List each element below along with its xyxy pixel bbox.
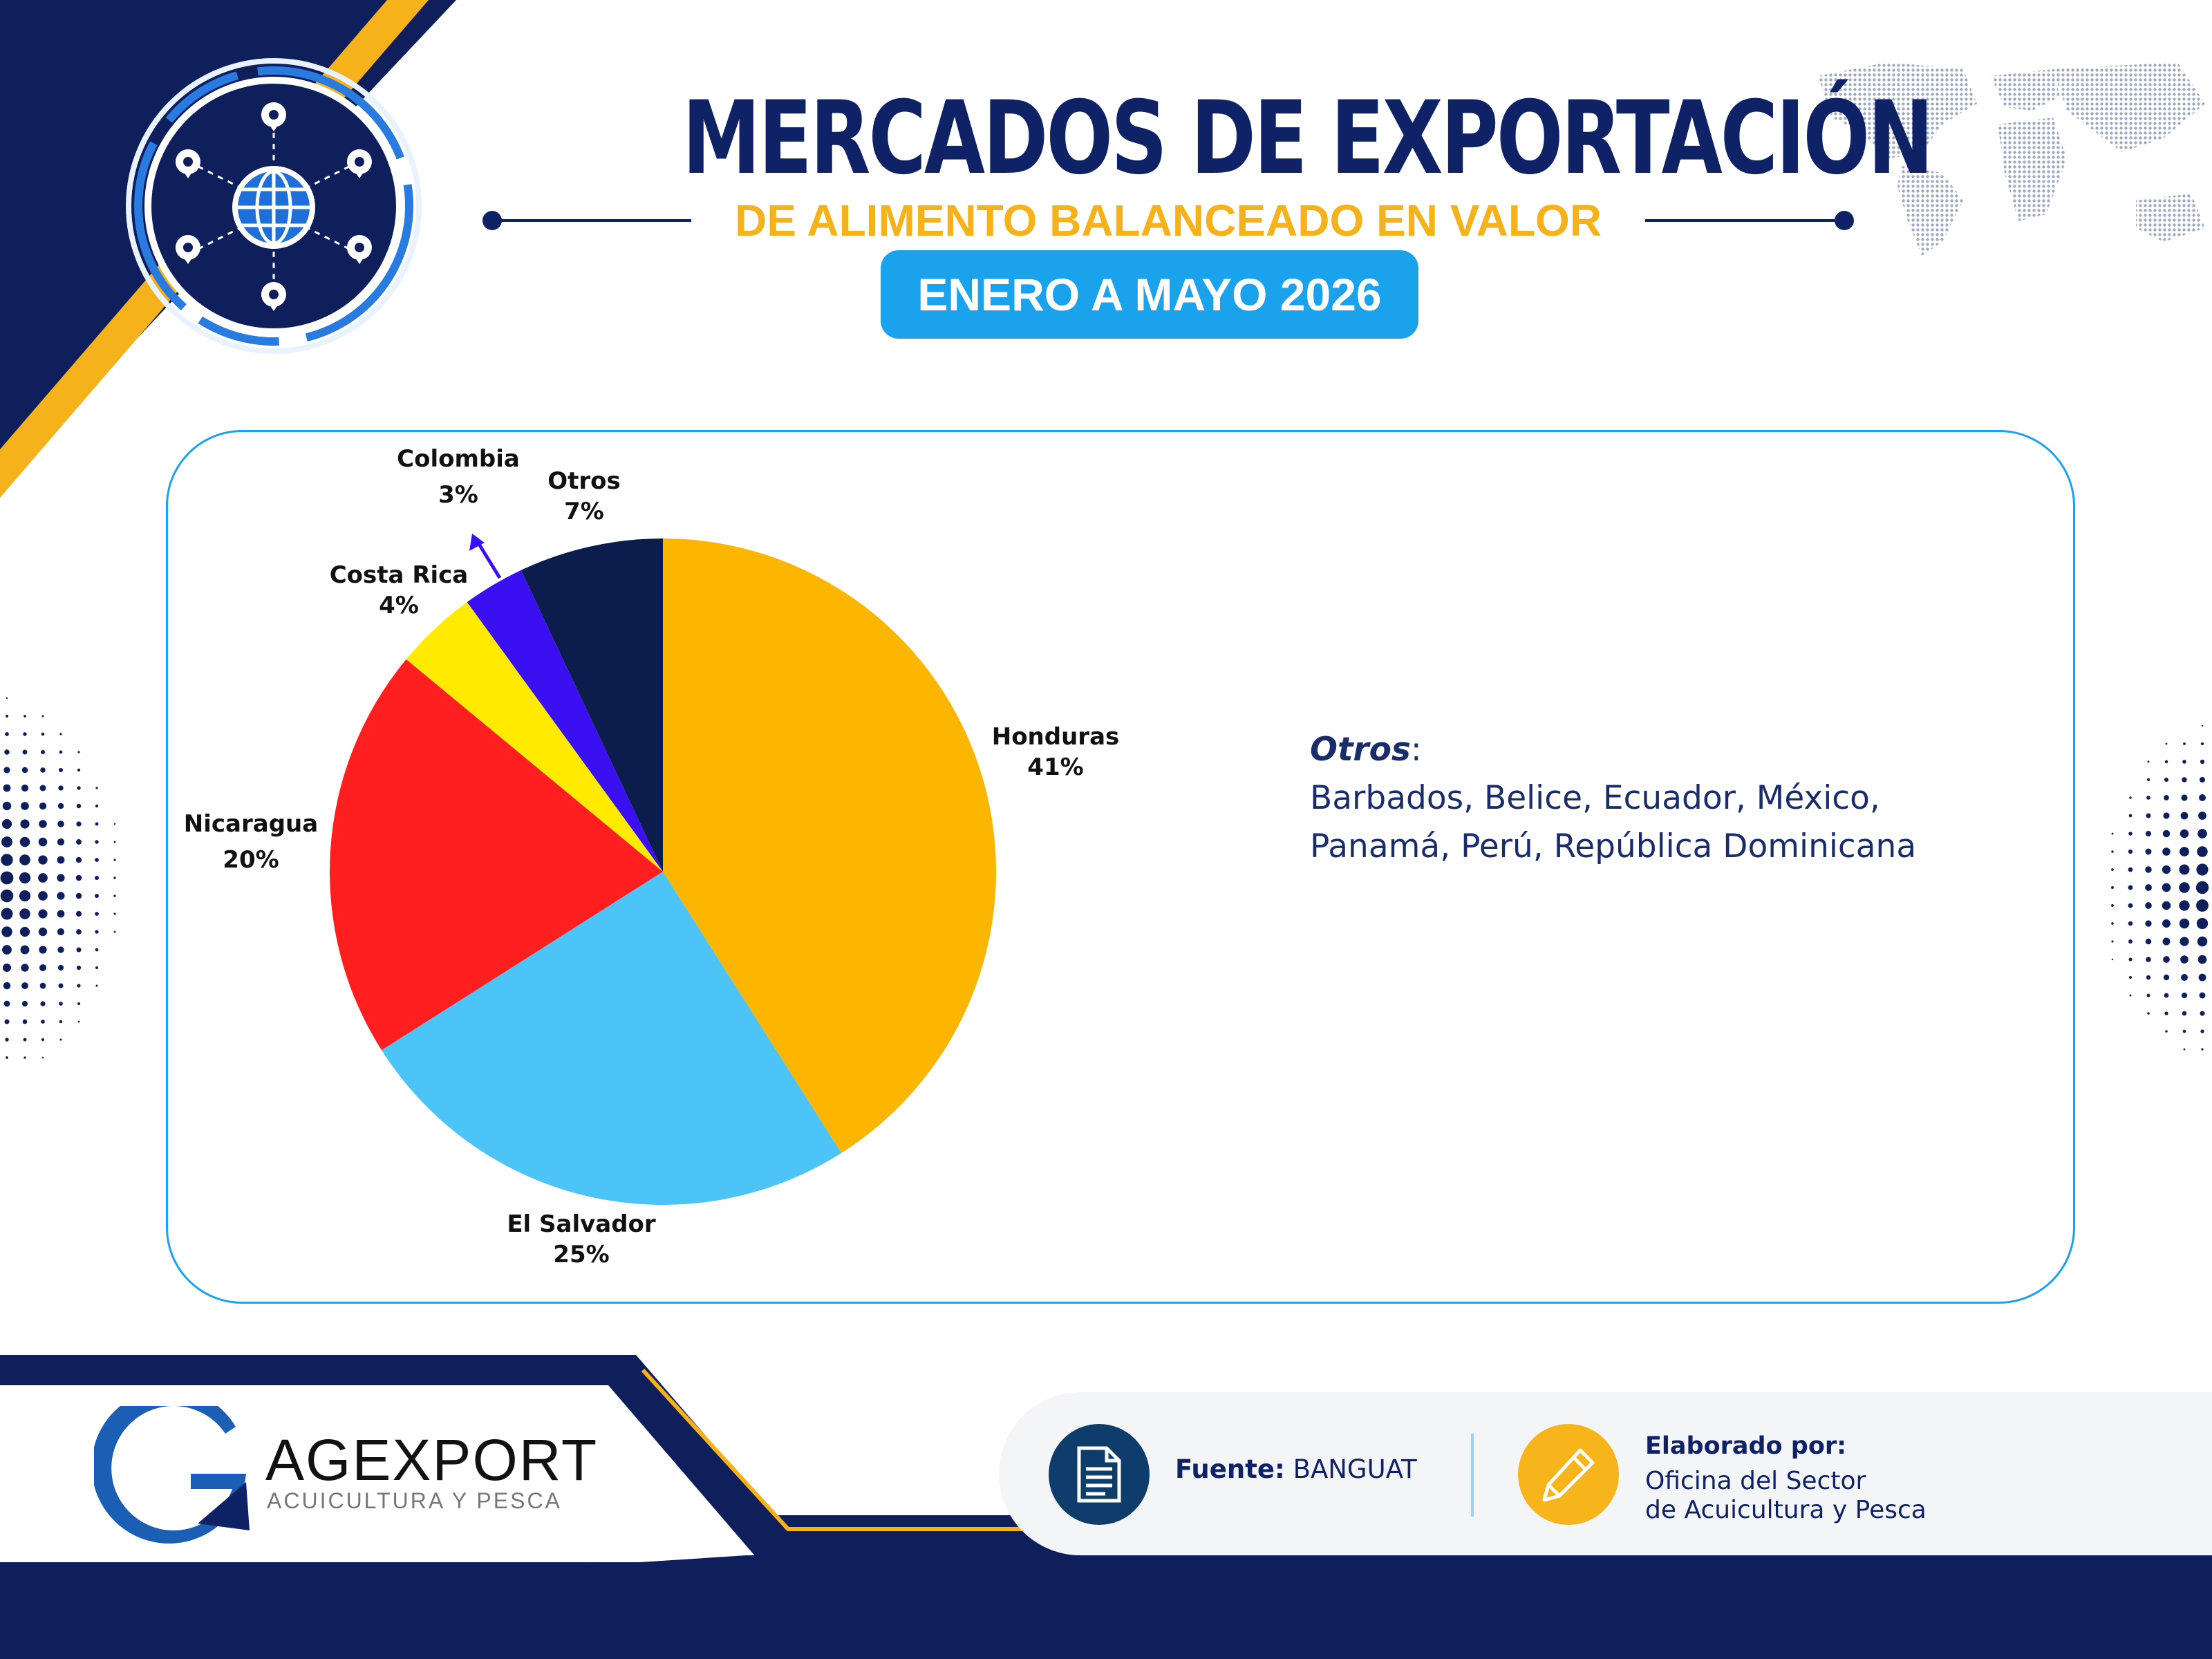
pie-slice-honduras: [663, 538, 997, 1153]
author-line-2: de Acuicultura y Pesca: [1645, 1496, 1927, 1524]
halftone-dots-decoration: [0, 697, 116, 1059]
source-label: Fuente:: [1175, 1454, 1285, 1484]
slice-label-colombia: Colombia: [397, 445, 520, 473]
world-map-icon: [1818, 62, 2205, 256]
slice-percent-colombia: 3%: [438, 481, 478, 509]
slice-label-el-salvador: El Salvador: [507, 1210, 656, 1238]
page-subtitle: DE ALIMENTO BALANCEADO EN VALOR: [691, 195, 1645, 246]
agexport-logo-icon: [94, 1406, 250, 1544]
document-icon: [1049, 1424, 1150, 1525]
author-heading: Elaborado por:: [1645, 1432, 1847, 1460]
page-title: MERCADOS DE EXPORTACIÓN: [682, 79, 1933, 197]
pie-slice-otros: [521, 538, 663, 872]
otros-note: Otros: Barbados, Belice, Ecuador, México…: [1310, 726, 2001, 871]
source-credit: Fuente: BANGUAT: [1175, 1454, 1417, 1484]
pie-slice-el-salvador: [382, 872, 842, 1205]
slice-percent-el-salvador: 25%: [553, 1241, 609, 1268]
slice-label-costa-rica: Costa Rica: [330, 561, 469, 589]
slice-percent-otros: 7%: [564, 498, 604, 525]
halftone-dots-decoration: [2111, 724, 2209, 1051]
slice-label-otros: Otros: [547, 467, 621, 495]
chart-card: Honduras 41% El Salvador 25% Nicaragua 20% Cos…: [166, 430, 2075, 1304]
slice-label-honduras: Honduras: [992, 723, 1120, 751]
colombia-leader-arrow: [476, 541, 502, 579]
slice-percent-nicaragua: 20%: [223, 846, 279, 874]
brand-name: AGEXPORT: [265, 1427, 599, 1492]
otros-note-colon: :: [1410, 731, 1422, 769]
pie-slice-colombia: [467, 570, 663, 872]
pencil-icon: [1518, 1424, 1619, 1525]
credit-divider: [1471, 1434, 1474, 1517]
slice-percent-honduras: 41%: [1027, 753, 1083, 781]
pie-slice-costa-rica: [406, 602, 663, 872]
otros-note-line2: Panamá, Perú, República Dominicana: [1310, 827, 1917, 865]
author-line-1: Oficina del Sector: [1645, 1467, 1866, 1495]
slice-percent-costa-rica: 4%: [379, 592, 419, 619]
pie-slice-nicaragua: [330, 659, 663, 1051]
source-value: BANGUAT: [1293, 1454, 1417, 1484]
period-badge: ENERO A MAYO 2026: [881, 250, 1418, 339]
footer-band-decoration: [0, 1355, 2212, 1659]
period-label: ENERO A MAYO 2026: [917, 269, 1382, 320]
brand-subtitle: ACUICULTURA Y PESCA: [267, 1488, 562, 1513]
globe-network-icon: [126, 58, 422, 354]
slice-label-nicaragua: Nicaragua: [184, 810, 318, 838]
otros-note-line1: Barbados, Belice, Ecuador, México,: [1310, 779, 1880, 817]
colombia-leader-arrowhead: [469, 534, 485, 551]
otros-note-title: Otros: [1310, 731, 1411, 769]
